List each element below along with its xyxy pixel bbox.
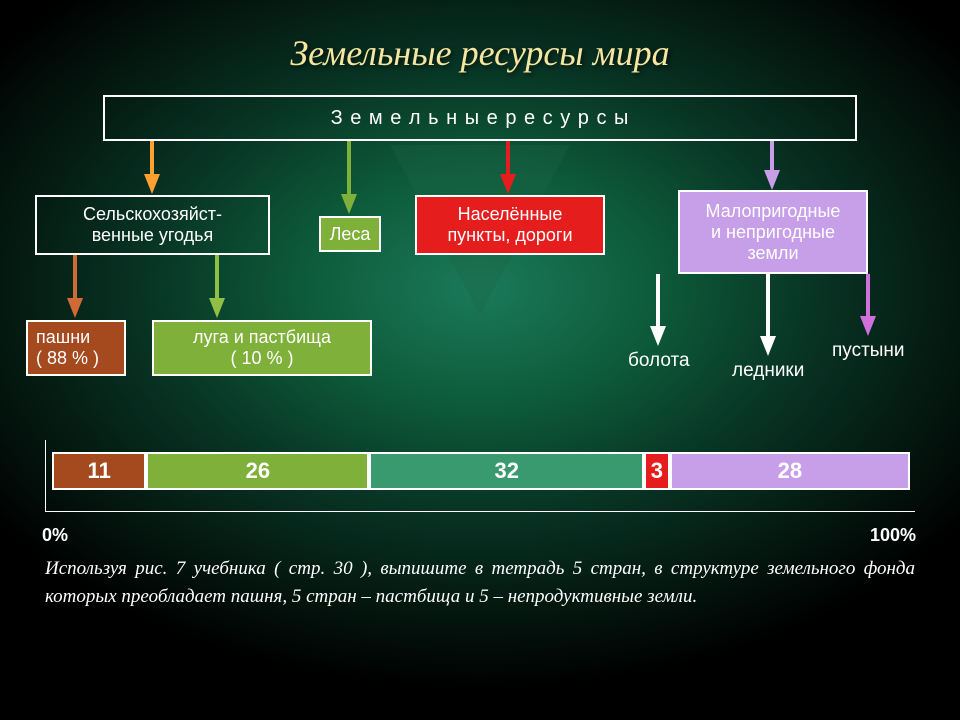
arrow-shaft-1 — [347, 141, 351, 196]
subcategory-pashni: пашни( 88 % ) — [26, 320, 126, 376]
bar-segment-11: 11 — [52, 452, 146, 490]
subcategory-luga-line: ( 10 % ) — [230, 348, 293, 369]
category-poor: Малопригодныеи непригодныеземли — [678, 190, 868, 274]
arrow-head-3 — [764, 170, 780, 190]
label-bolota: болота — [628, 350, 690, 372]
subcategory-pashni-line: ( 88 % ) — [36, 348, 99, 369]
label-ledniki: ледники — [732, 360, 804, 382]
bar-segment-32: 32 — [369, 452, 644, 490]
category-agri: Сельскохозяйст-венные угодья — [35, 195, 270, 255]
arrow-head-6 — [650, 326, 666, 346]
category-agri-line: Сельскохозяйст- — [83, 204, 222, 225]
arrow-head-2 — [500, 174, 516, 194]
arrow-shaft-4 — [73, 255, 77, 300]
category-poor-line: Малопригодные — [706, 201, 841, 222]
arrow-shaft-7 — [766, 274, 770, 338]
arrow-head-4 — [67, 298, 83, 318]
axis-max-label: 100% — [870, 525, 916, 546]
task-text: Используя рис. 7 учебника ( стр. 30 ), в… — [45, 555, 915, 610]
arrow-shaft-0 — [150, 141, 154, 176]
category-settlements-line: пункты, дороги — [447, 225, 572, 246]
category-forest: Леса — [319, 216, 381, 252]
subcategory-luga-line: луга и пастбища — [193, 327, 331, 348]
subcategory-luga: луга и пастбища( 10 % ) — [152, 320, 372, 376]
category-poor-line: земли — [748, 243, 799, 264]
slide-title: Земельные ресурсы мира — [0, 32, 960, 74]
arrow-head-7 — [760, 336, 776, 356]
arrow-head-8 — [860, 316, 876, 336]
category-forest-line: Леса — [330, 224, 371, 245]
arrow-shaft-8 — [866, 274, 870, 318]
stacked-bar-chart: 112632328 — [45, 440, 915, 512]
root-category-box: З е м е л ь н ы е р е с у р с ы — [103, 95, 857, 141]
label-pustyni: пустыни — [832, 340, 905, 362]
category-agri-line: венные угодья — [92, 225, 214, 246]
arrow-shaft-2 — [506, 141, 510, 176]
bar-segment-26: 26 — [146, 452, 369, 490]
arrow-shaft-5 — [215, 255, 219, 300]
arrow-shaft-6 — [656, 274, 660, 328]
arrow-head-1 — [341, 194, 357, 214]
arrow-head-5 — [209, 298, 225, 318]
arrow-head-0 — [144, 174, 160, 194]
bar-segment-3: 3 — [644, 452, 670, 490]
arrow-shaft-3 — [770, 141, 774, 172]
axis-min-label: 0% — [42, 525, 68, 546]
category-settlements: Населённыепункты, дороги — [415, 195, 605, 255]
category-poor-line: и непригодные — [711, 222, 835, 243]
subcategory-pashni-line: пашни — [36, 327, 90, 348]
category-settlements-line: Населённые — [458, 204, 563, 225]
bar-segments: 112632328 — [52, 452, 910, 490]
bar-segment-28: 28 — [670, 452, 910, 490]
